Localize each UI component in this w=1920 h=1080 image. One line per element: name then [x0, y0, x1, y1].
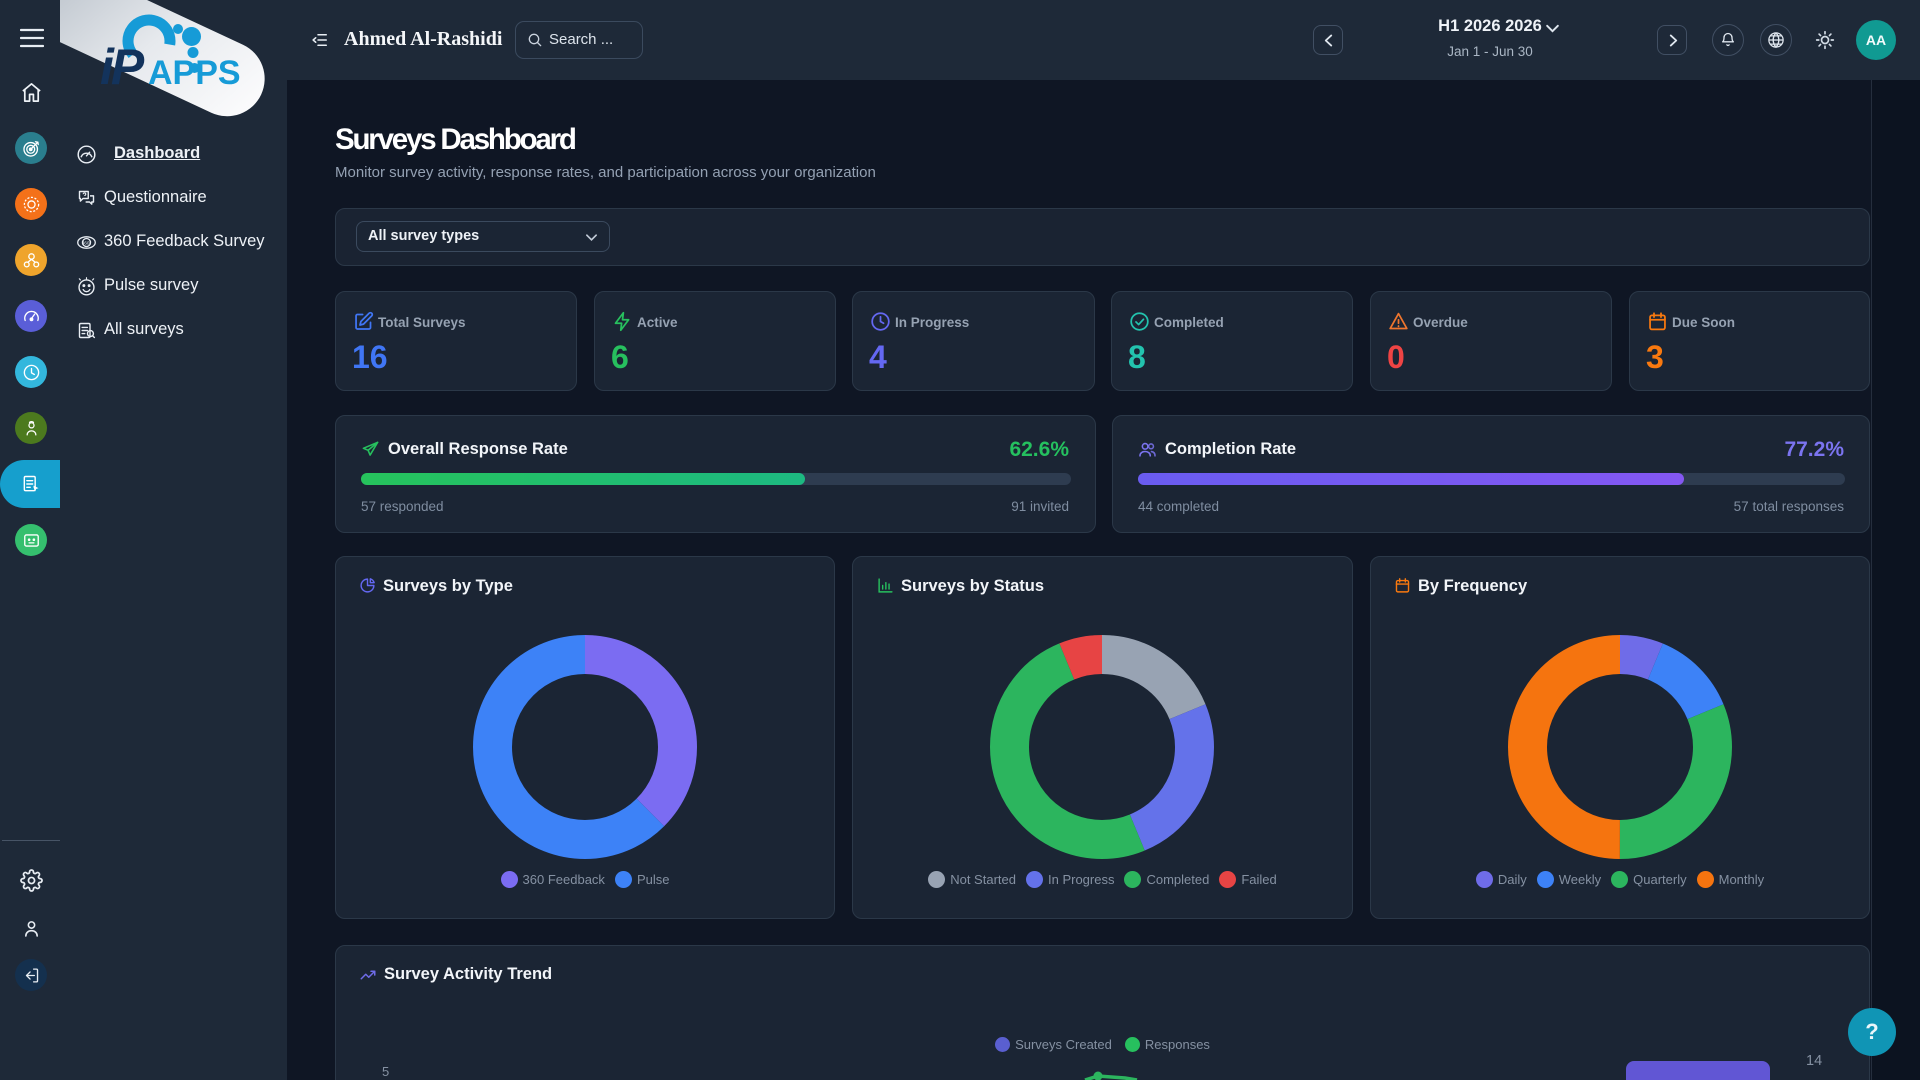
svg-text:APPS: APPS — [148, 54, 241, 92]
svg-text:iP: iP — [100, 39, 145, 95]
svg-text:360°: 360° — [82, 240, 92, 246]
